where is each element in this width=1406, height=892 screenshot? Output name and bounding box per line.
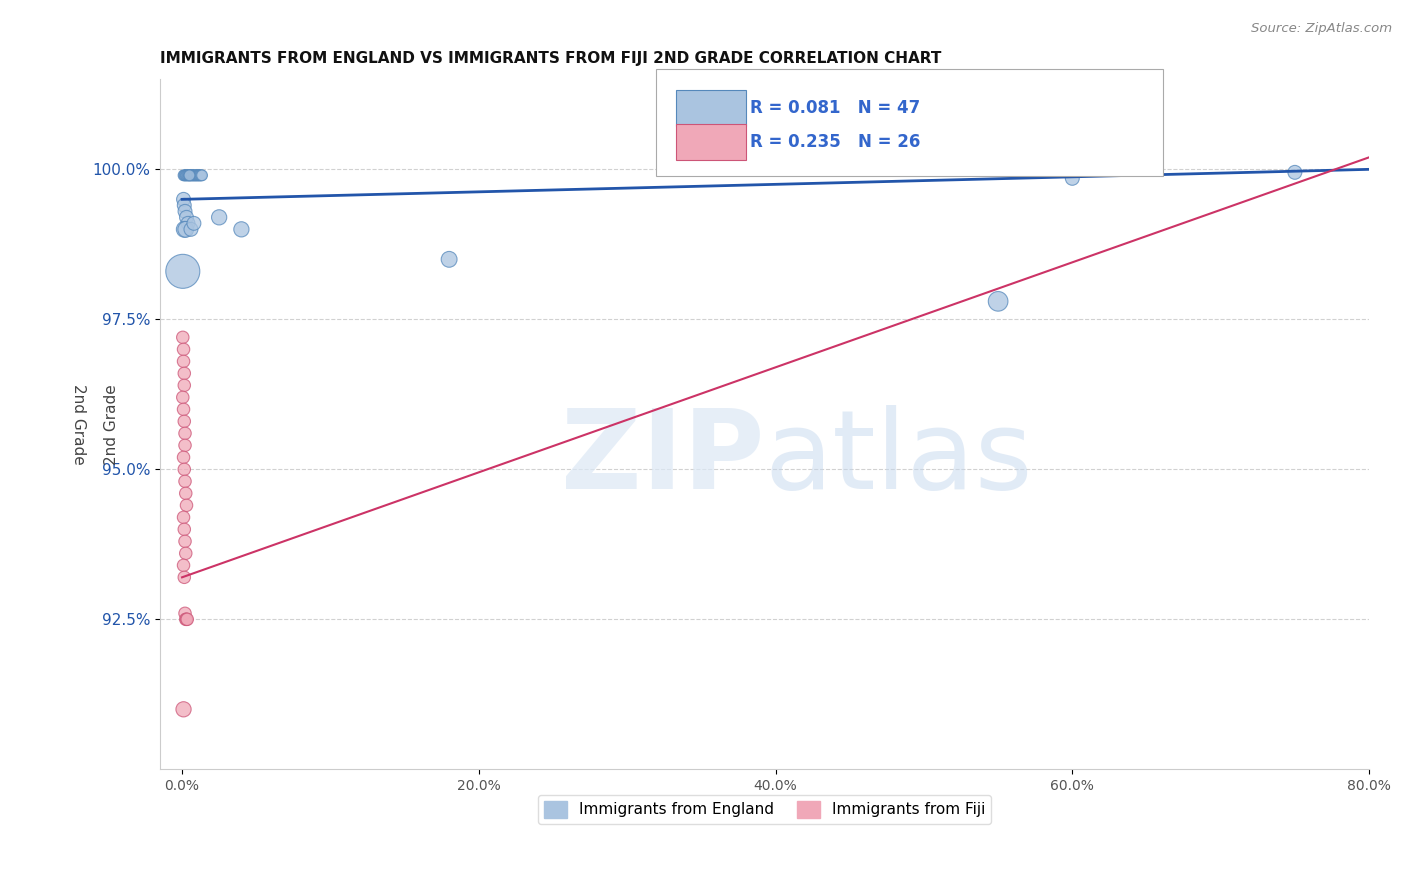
Point bbox=[173, 367, 195, 381]
Point bbox=[177, 169, 200, 183]
Text: IMMIGRANTS FROM ENGLAND VS IMMIGRANTS FROM FIJI 2ND GRADE CORRELATION CHART: IMMIGRANTS FROM ENGLAND VS IMMIGRANTS FR… bbox=[160, 51, 941, 66]
FancyBboxPatch shape bbox=[676, 124, 747, 160]
Point bbox=[190, 169, 212, 183]
Point bbox=[176, 612, 198, 626]
Point bbox=[173, 169, 195, 183]
Point bbox=[173, 343, 195, 357]
Point bbox=[174, 607, 197, 621]
Point bbox=[174, 426, 197, 441]
Text: 2nd Grade: 2nd Grade bbox=[104, 384, 120, 465]
Point bbox=[188, 169, 211, 183]
Point bbox=[173, 462, 195, 476]
Point bbox=[987, 294, 1010, 309]
Point bbox=[176, 211, 198, 225]
Point bbox=[174, 534, 197, 549]
Point bbox=[183, 169, 205, 183]
Point bbox=[231, 222, 253, 236]
Point bbox=[172, 330, 194, 344]
Point bbox=[173, 378, 195, 392]
Point bbox=[173, 510, 195, 524]
Point bbox=[173, 522, 195, 536]
Point bbox=[180, 222, 202, 236]
Point bbox=[177, 169, 200, 183]
Point bbox=[179, 169, 201, 183]
Text: ZIP: ZIP bbox=[561, 405, 765, 512]
Point bbox=[172, 264, 194, 278]
Legend: Immigrants from England, Immigrants from Fiji: Immigrants from England, Immigrants from… bbox=[537, 795, 991, 823]
Point bbox=[1284, 165, 1306, 179]
Point bbox=[208, 211, 231, 225]
Point bbox=[173, 402, 195, 417]
Point bbox=[174, 475, 197, 489]
Point bbox=[437, 252, 460, 267]
Point bbox=[191, 169, 214, 183]
Point bbox=[173, 222, 195, 236]
Text: Source: ZipAtlas.com: Source: ZipAtlas.com bbox=[1251, 22, 1392, 36]
Point bbox=[181, 169, 204, 183]
Point bbox=[187, 169, 209, 183]
Point bbox=[177, 216, 200, 230]
FancyBboxPatch shape bbox=[676, 90, 747, 126]
FancyBboxPatch shape bbox=[655, 69, 1164, 176]
Text: R = 0.235   N = 26: R = 0.235 N = 26 bbox=[749, 133, 921, 151]
Point bbox=[180, 169, 202, 183]
Point bbox=[173, 354, 195, 368]
Point bbox=[186, 169, 208, 183]
Point bbox=[173, 169, 195, 183]
Point bbox=[173, 450, 195, 465]
Point bbox=[174, 169, 197, 183]
Point bbox=[174, 546, 197, 560]
Point bbox=[184, 169, 207, 183]
Point bbox=[176, 169, 198, 183]
Point bbox=[173, 198, 195, 212]
Point bbox=[186, 169, 208, 183]
Point bbox=[172, 390, 194, 404]
Point bbox=[173, 570, 195, 584]
Point bbox=[188, 169, 211, 183]
Point bbox=[190, 169, 212, 183]
Point bbox=[181, 169, 204, 183]
Point bbox=[174, 438, 197, 452]
Point bbox=[187, 169, 209, 183]
Point bbox=[174, 612, 197, 626]
Point bbox=[173, 702, 195, 716]
Point bbox=[183, 216, 205, 230]
Point bbox=[174, 204, 197, 219]
Point bbox=[183, 169, 205, 183]
Point bbox=[176, 499, 198, 513]
Point bbox=[173, 414, 195, 428]
Point bbox=[179, 169, 201, 183]
Y-axis label: 2nd Grade: 2nd Grade bbox=[72, 384, 86, 465]
Point bbox=[174, 169, 197, 183]
Point bbox=[176, 169, 198, 183]
Point bbox=[174, 486, 197, 500]
Point bbox=[174, 222, 197, 236]
Point bbox=[176, 612, 198, 626]
Point bbox=[173, 558, 195, 573]
Text: R = 0.081   N = 47: R = 0.081 N = 47 bbox=[749, 99, 920, 117]
Point bbox=[180, 169, 202, 183]
Point bbox=[1062, 171, 1084, 186]
Point bbox=[179, 169, 201, 183]
Point bbox=[173, 192, 195, 206]
Text: atlas: atlas bbox=[765, 405, 1033, 512]
